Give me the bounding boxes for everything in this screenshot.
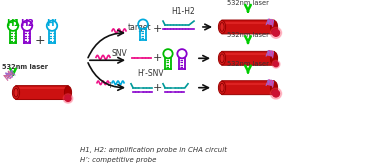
Ellipse shape — [12, 86, 20, 99]
Text: H1, H2: amplification probe in CHA circuit: H1, H2: amplification probe in CHA circu… — [80, 147, 227, 153]
Text: H1: H1 — [6, 18, 20, 28]
Text: H’: competitive probe: H’: competitive probe — [80, 157, 156, 163]
Text: target: target — [128, 24, 152, 32]
Circle shape — [273, 29, 279, 36]
FancyBboxPatch shape — [222, 20, 274, 34]
Ellipse shape — [270, 81, 277, 94]
Text: 532nm laser: 532nm laser — [227, 32, 269, 38]
Circle shape — [272, 60, 280, 68]
Circle shape — [270, 88, 282, 99]
Ellipse shape — [270, 52, 277, 65]
Text: 532nm laser: 532nm laser — [227, 0, 269, 6]
Text: SNV: SNV — [112, 49, 128, 58]
Circle shape — [274, 62, 279, 67]
Circle shape — [273, 90, 279, 97]
Text: 532nm laser: 532nm laser — [227, 61, 269, 67]
Text: H1-H2: H1-H2 — [171, 7, 195, 16]
Text: H2: H2 — [20, 18, 34, 28]
Text: H’: H’ — [46, 18, 57, 28]
FancyBboxPatch shape — [222, 51, 274, 65]
FancyBboxPatch shape — [222, 81, 274, 95]
Text: +: + — [152, 83, 162, 93]
Text: +: + — [152, 53, 162, 63]
Circle shape — [270, 27, 282, 38]
Text: 532nm laser: 532nm laser — [2, 64, 48, 70]
Text: +: + — [35, 34, 45, 47]
Ellipse shape — [270, 20, 277, 33]
Ellipse shape — [218, 20, 226, 33]
Text: +: + — [152, 24, 162, 34]
FancyBboxPatch shape — [15, 86, 68, 99]
Text: +: + — [107, 81, 113, 90]
Text: H’-SNV: H’-SNV — [137, 70, 164, 78]
Circle shape — [65, 96, 71, 101]
Ellipse shape — [218, 81, 226, 94]
Ellipse shape — [218, 52, 226, 65]
Circle shape — [63, 94, 73, 103]
Ellipse shape — [64, 86, 71, 99]
